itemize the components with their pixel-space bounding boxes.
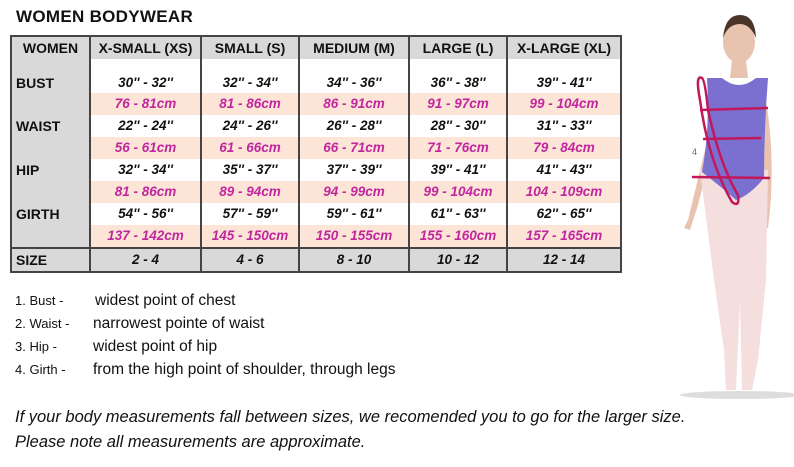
row-label-spacer <box>10 137 91 159</box>
table-header-row: WOMEN X-SMALL (XS) SMALL (S) MEDIUM (M) … <box>10 36 622 59</box>
neck <box>730 60 748 78</box>
note-waist: 2. Waist - narrowest pointe of waist <box>15 314 395 337</box>
note-number: 3. Hip - <box>15 339 57 354</box>
note-text: narrowest pointe of waist <box>93 315 265 332</box>
size-chart-table: WOMEN X-SMALL (XS) SMALL (S) MEDIUM (M) … <box>10 35 622 273</box>
row-label-spacer <box>10 225 91 248</box>
note-number: 4. Girth - <box>15 362 66 377</box>
cell-cm: 104 - 109cm <box>506 181 622 203</box>
cell-cm: 155 - 160cm <box>408 225 508 248</box>
row-label: HIP <box>10 159 91 181</box>
header-s: SMALL (S) <box>200 36 300 59</box>
cell-inches: 37'' - 39'' <box>298 159 410 181</box>
header-m: MEDIUM (M) <box>298 36 410 59</box>
row-bust-inches: BUST 30'' - 32'' 32'' - 34'' 34'' - 36'' 36'… <box>10 59 622 93</box>
cell-cm: 150 - 155cm <box>298 225 410 248</box>
cell-size: 10 - 12 <box>408 247 508 272</box>
row-bust-cm: 76 - 81cm 81 - 86cm 86 - 91cm 91 - 97cm 99 -… <box>10 93 622 115</box>
cell-cm: 81 - 86cm <box>89 181 202 203</box>
header-l: LARGE (L) <box>408 36 508 59</box>
cell-cm: 157 - 165cm <box>506 225 622 248</box>
cell-inches: 39'' - 41'' <box>408 159 508 181</box>
cell-inches: 59'' - 61'' <box>298 203 410 225</box>
row-hip-cm: 81 - 86cm 89 - 94cm 94 - 99cm 99 - 104cm 104… <box>10 181 622 203</box>
note-number: 2. Waist - <box>15 316 70 331</box>
cell-size: 12 - 14 <box>506 247 622 272</box>
shadow <box>680 391 794 399</box>
cell-inches: 57'' - 59'' <box>200 203 300 225</box>
cell-cm: 94 - 99cm <box>298 181 410 203</box>
cell-inches: 35'' - 37'' <box>200 159 300 181</box>
row-waist-inches: WAIST 22'' - 24'' 24'' - 26'' 26'' - 28'' 28… <box>10 115 622 137</box>
measure-lines <box>691 76 771 206</box>
cell-inches: 61'' - 63'' <box>408 203 508 225</box>
note-number: 1. Bust - <box>15 293 64 308</box>
cell-inches: 31'' - 33'' <box>506 115 622 137</box>
note-text: widest point of hip <box>93 338 218 355</box>
cell-cm: 99 - 104cm <box>408 181 508 203</box>
row-label: SIZE <box>10 247 91 272</box>
cell-cm: 66 - 71cm <box>298 137 410 159</box>
legs-tights <box>700 170 768 390</box>
cell-inches: 30'' - 32'' <box>89 59 202 93</box>
hair <box>723 15 756 38</box>
cell-inches: 62'' - 65'' <box>506 203 622 225</box>
cell-cm: 99 - 104cm <box>506 93 622 115</box>
cell-cm: 76 - 81cm <box>89 93 202 115</box>
note-hip: 3. Hip - widest point of hip <box>15 337 395 360</box>
cell-inches: 36'' - 38'' <box>408 59 508 93</box>
page-title: WOMEN BODYWEAR <box>16 7 194 26</box>
header-women: WOMEN <box>10 36 91 59</box>
cell-cm: 71 - 76cm <box>408 137 508 159</box>
note-text: widest point of chest <box>95 292 236 309</box>
cell-cm: 91 - 97cm <box>408 93 508 115</box>
head <box>723 21 755 63</box>
cell-cm: 145 - 150cm <box>200 225 300 248</box>
cell-size: 4 - 6 <box>200 247 300 272</box>
model-figure-image: 4 <box>680 15 794 399</box>
cell-size: 8 - 10 <box>298 247 410 272</box>
row-label: GIRTH <box>10 203 91 225</box>
note-bust: 1. Bust - widest point of chest <box>15 291 395 314</box>
cell-inches: 41'' - 43'' <box>506 159 622 181</box>
header-xl: X-LARGE (XL) <box>506 36 622 59</box>
cell-cm: 81 - 86cm <box>200 93 300 115</box>
cell-inches: 32'' - 34'' <box>89 159 202 181</box>
row-label-spacer <box>10 93 91 115</box>
header-xs: X-SMALL (XS) <box>89 36 202 59</box>
cell-inches: 34'' - 36'' <box>298 59 410 93</box>
cell-cm: 137 - 142cm <box>89 225 202 248</box>
cell-size: 2 - 4 <box>89 247 202 272</box>
cell-cm: 56 - 61cm <box>89 137 202 159</box>
cell-inches: 39'' - 41'' <box>506 59 622 93</box>
note-text: from the high point of shoulder, through… <box>93 361 396 378</box>
cell-cm: 61 - 66cm <box>200 137 300 159</box>
row-girth-cm: 137 - 142cm 145 - 150cm 150 - 155cm 155 - 1… <box>10 225 622 248</box>
footer-line-2: Please note all measurements are approxi… <box>15 433 366 451</box>
measurement-notes: 1. Bust - widest point of chest 2. Waist … <box>15 291 395 383</box>
footer-line-1: If your body measurements fall between s… <box>15 408 686 426</box>
row-waist-cm: 56 - 61cm 61 - 66cm 66 - 71cm 71 - 76cm 79 -… <box>10 137 622 159</box>
row-girth-inches: GIRTH 54'' - 56'' 57'' - 59'' 59'' - 61'' 61… <box>10 203 622 225</box>
row-hip-inches: HIP 32'' - 34'' 35'' - 37'' 37'' - 39'' 39''… <box>10 159 622 181</box>
row-label: WAIST <box>10 115 91 137</box>
cell-cm: 79 - 84cm <box>506 137 622 159</box>
cell-cm: 89 - 94cm <box>200 181 300 203</box>
cell-inches: 24'' - 26'' <box>200 115 300 137</box>
footer-note: If your body measurements fall between s… <box>15 405 685 455</box>
cell-inches: 22'' - 24'' <box>89 115 202 137</box>
cell-inches: 26'' - 28'' <box>298 115 410 137</box>
row-label: BUST <box>10 59 91 93</box>
table-body: BUST 30'' - 32'' 32'' - 34'' 34'' - 36'' 36'… <box>10 59 622 272</box>
girth-marker-label: 4 <box>692 147 697 157</box>
cell-inches: 54'' - 56'' <box>89 203 202 225</box>
row-label-spacer <box>10 181 91 203</box>
cell-cm: 86 - 91cm <box>298 93 410 115</box>
cell-inches: 32'' - 34'' <box>200 59 300 93</box>
note-girth: 4. Girth - from the high point of shoulde… <box>15 360 395 383</box>
cell-inches: 28'' - 30'' <box>408 115 508 137</box>
